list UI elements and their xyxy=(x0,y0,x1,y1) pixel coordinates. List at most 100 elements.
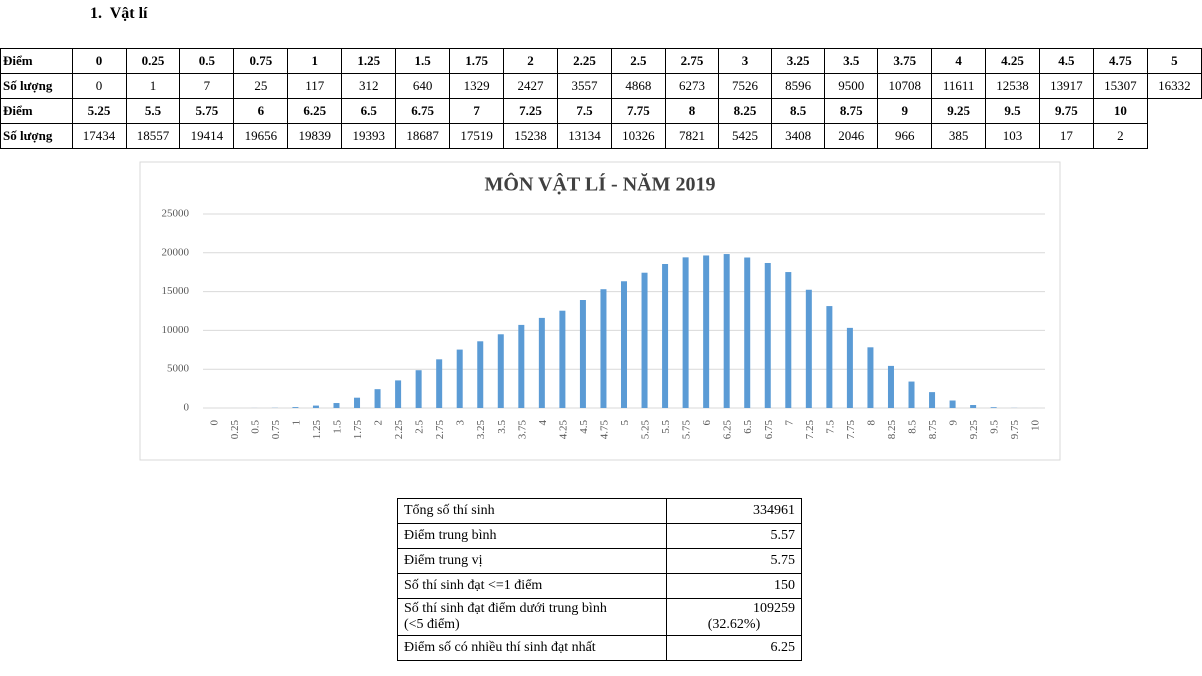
score-row: Điểm 0 0.25 0.5 0.75 1 1.25 1.5 1.75 2 2.25 2.5 2.75… xyxy=(0,48,1202,74)
x-tick-label: 4.25 xyxy=(557,420,569,440)
x-tick-label: 4.5 xyxy=(578,420,590,434)
score-cell: 3.75 xyxy=(877,48,933,74)
x-tick-label: 8.5 xyxy=(907,420,919,434)
label-line: Điểm trung vị xyxy=(404,553,483,568)
x-tick-label: 5.75 xyxy=(681,420,693,440)
x-tick-label: 5.25 xyxy=(640,420,652,440)
bar xyxy=(354,397,361,408)
x-tick-label: 3 xyxy=(455,420,467,426)
summary-row: Số thí sinh đạt <=1 điểm 150 xyxy=(397,573,802,599)
summary-row: Điểm trung vị 5.75 xyxy=(397,548,802,574)
x-tick-label: 1.75 xyxy=(352,420,364,440)
x-tick-label: 2.5 xyxy=(414,420,426,434)
x-tick-label: 0.75 xyxy=(270,420,282,440)
bar xyxy=(312,405,319,408)
x-tick-label: 2.25 xyxy=(393,420,405,440)
score-cell: 0.25 xyxy=(125,48,181,74)
summary-row: Tổng số thí sinh 334961 xyxy=(397,498,802,524)
bar xyxy=(867,347,874,408)
bar xyxy=(949,400,956,408)
label-line: Điểm số có nhiều thí sinh đạt nhất xyxy=(404,640,596,655)
x-tick-label: 0 xyxy=(208,420,220,426)
summary-label: Điểm số có nhiều thí sinh đạt nhất xyxy=(397,635,667,661)
bar xyxy=(518,324,525,408)
value-line: 5.75 xyxy=(770,553,796,568)
score-cell: 5.75 xyxy=(179,98,235,124)
x-tick-label: 7.5 xyxy=(824,420,836,434)
count-row: Số lượng 17434 18557 19414 19656 19839 19393 18… xyxy=(0,123,1202,149)
count-cell: 19656 xyxy=(233,123,289,149)
x-tick-label: 6.5 xyxy=(742,420,754,434)
bar xyxy=(477,341,484,408)
x-tick-label: 4 xyxy=(537,420,549,426)
x-tick-label: 8 xyxy=(865,420,877,426)
x-tick-label: 7.25 xyxy=(804,420,816,440)
summary-label: Số thí sinh đạt <=1 điểm xyxy=(397,573,667,599)
score-cell: 3 xyxy=(717,48,773,74)
score-cell: 8.5 xyxy=(771,98,826,124)
bar xyxy=(887,365,894,408)
count-cell: 19414 xyxy=(179,123,235,149)
summary-value: 5.57 xyxy=(666,523,802,549)
bar xyxy=(538,317,545,408)
x-tick-label: 9.75 xyxy=(1009,419,1021,439)
score-cell: 4.25 xyxy=(985,48,1040,74)
bar xyxy=(456,349,463,408)
row-label: Số lượng xyxy=(0,73,73,99)
summary-value: 150 xyxy=(666,573,802,599)
x-tick-label: 4.75 xyxy=(598,420,610,440)
count-cell: 18687 xyxy=(395,123,451,149)
x-tick-label: 2.75 xyxy=(434,420,446,440)
x-tick-label: 1.5 xyxy=(331,420,343,434)
x-tick-label: 9.25 xyxy=(968,420,980,440)
score-cell: 0.75 xyxy=(233,48,289,74)
bar xyxy=(764,262,771,408)
summary-label: Điểm trung vị xyxy=(397,548,667,574)
bar xyxy=(970,405,977,408)
label-line: Tổng số thí sinh xyxy=(404,503,495,518)
summary-label: Tổng số thí sinh xyxy=(397,498,667,524)
score-cell: 3.5 xyxy=(824,48,879,74)
bar xyxy=(641,272,648,408)
value-line: 150 xyxy=(774,578,795,593)
label-line: Số thí sinh đạt <=1 điểm xyxy=(404,578,543,593)
label-line: Điểm trung bình xyxy=(404,528,497,543)
summary-row: Điểm số có nhiều thí sinh đạt nhất 6.25 xyxy=(397,635,802,661)
y-tick-label: 15000 xyxy=(162,285,190,297)
row-label: Số lượng xyxy=(0,123,73,149)
value-line: (32.62%) xyxy=(707,617,761,632)
count-cell: 18557 xyxy=(125,123,181,149)
bar xyxy=(415,370,422,408)
score-cell: 2.5 xyxy=(610,48,666,74)
score-cell: 4.75 xyxy=(1092,48,1148,74)
bar xyxy=(579,300,586,408)
score-cell: 10 xyxy=(1092,98,1148,124)
y-tick-label: 20000 xyxy=(162,246,190,258)
count-cell: 103 xyxy=(985,123,1040,149)
bar xyxy=(703,255,710,408)
x-tick-label: 10 xyxy=(1030,420,1042,432)
x-tick-label: 0.5 xyxy=(249,420,261,434)
score-cell: 6.75 xyxy=(395,98,451,124)
count-cell: 640 xyxy=(395,73,451,99)
count-cell: 13917 xyxy=(1038,73,1094,99)
bar xyxy=(682,257,689,408)
count-cell: 2427 xyxy=(503,73,559,99)
bar xyxy=(436,359,443,408)
count-cell: 385 xyxy=(931,123,987,149)
chart-title: MÔN VẬT LÍ - NĂM 2019 xyxy=(485,172,716,196)
x-tick-label: 6.75 xyxy=(763,420,775,440)
value-line: 5.57 xyxy=(770,528,796,543)
bar xyxy=(559,310,566,408)
x-tick-label: 2 xyxy=(373,420,385,426)
count-cell: 2046 xyxy=(824,123,879,149)
x-tick-label: 0.25 xyxy=(229,420,241,440)
bar xyxy=(662,263,669,408)
y-tick-label: 5000 xyxy=(167,363,190,375)
y-tick-label: 10000 xyxy=(162,324,190,336)
x-tick-label: 8.25 xyxy=(886,420,898,440)
score-cell: 1 xyxy=(287,48,343,74)
bar xyxy=(333,403,340,408)
summary-label: Điểm trung bình xyxy=(397,523,667,549)
